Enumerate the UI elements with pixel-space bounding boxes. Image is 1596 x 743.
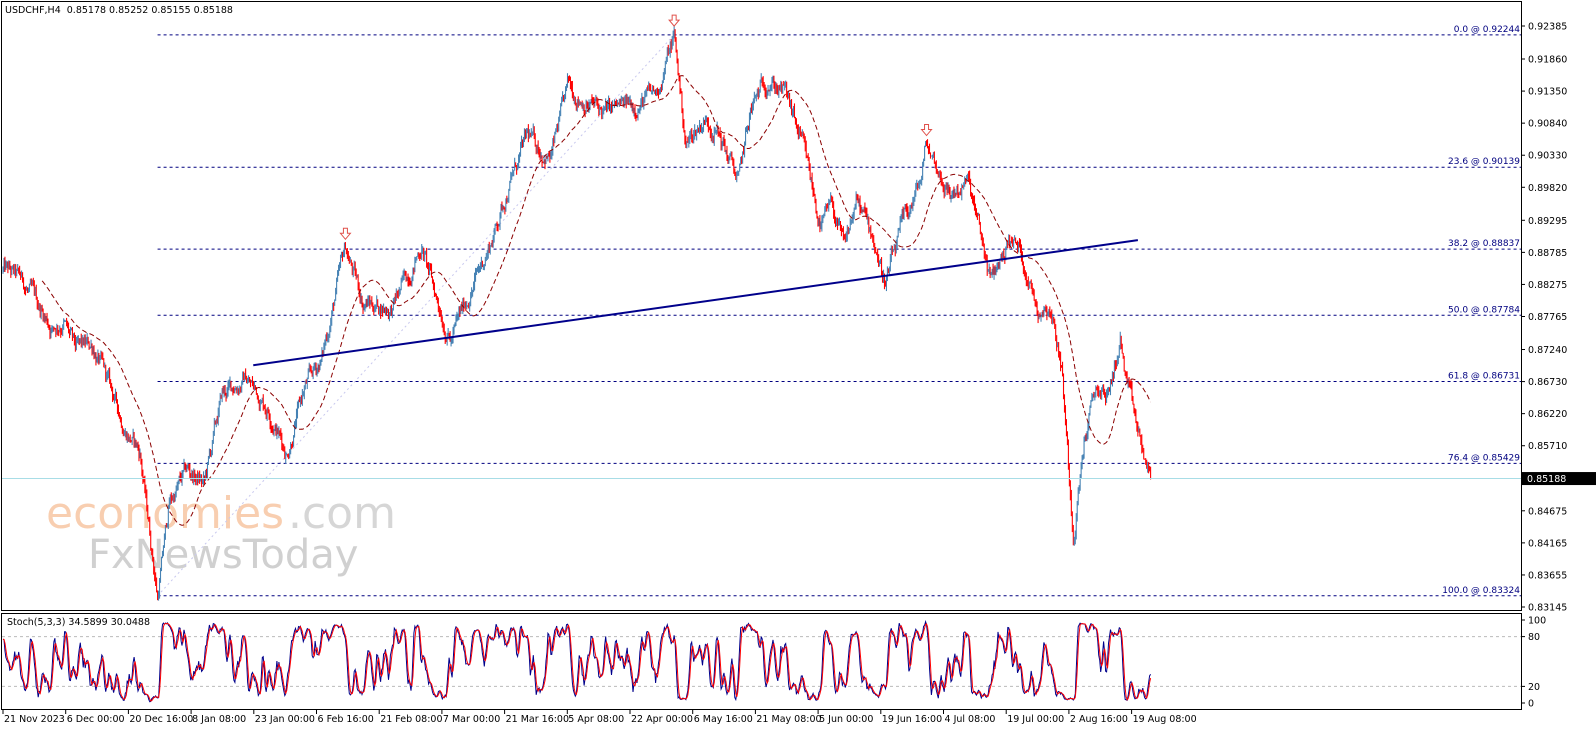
price-axis[interactable]: 0.92385 0.91860 0.91350 0.90840 0.90330 0.898… bbox=[1521, 22, 1567, 614]
stoch-tick-label: 0 bbox=[1528, 699, 1534, 710]
price-tick-label: 0.87765 bbox=[1528, 312, 1567, 323]
time-tick-label: 21 Mar 16:00 bbox=[506, 714, 569, 725]
chart-symbol-label: USDCHF,H4 0.85178 0.85252 0.85155 0.85188 bbox=[5, 5, 233, 16]
stoch-tick-label: 20 bbox=[1528, 682, 1540, 693]
fib-level-label: 0.0 @ 0.92244 bbox=[1454, 25, 1521, 35]
time-tick-label: 5 Jun 00:00 bbox=[819, 714, 873, 725]
price-tick-label: 0.87240 bbox=[1528, 345, 1567, 356]
fib-level-label: 23.6 @ 0.90139 bbox=[1448, 157, 1520, 167]
price-tick-label: 0.89820 bbox=[1528, 183, 1567, 194]
time-tick-label: 4 Jul 08:00 bbox=[945, 714, 996, 725]
price-tick-label: 0.92385 bbox=[1528, 22, 1567, 33]
price-tick-label: 0.86730 bbox=[1528, 377, 1567, 388]
price-tick-label: 0.91860 bbox=[1528, 55, 1567, 66]
stoch-tick-label: 100 bbox=[1528, 616, 1546, 627]
price-tick-label: 0.90330 bbox=[1528, 151, 1567, 162]
price-tick-label: 0.89295 bbox=[1528, 216, 1567, 227]
time-axis[interactable]: 21 Nov 2023 6 Dec 00:00 20 Dec 16:008 Jan … bbox=[2, 710, 1197, 725]
current-price-box bbox=[1522, 472, 1596, 486]
down-arrow-icon bbox=[920, 124, 933, 137]
symbol: USDCHF,H4 bbox=[5, 5, 61, 16]
fractal-markers bbox=[339, 14, 933, 241]
time-tick-label: 7 Mar 00:00 bbox=[443, 714, 500, 725]
fib-level-label: 76.4 @ 0.85429 bbox=[1448, 453, 1520, 463]
time-tick-label: 5 Apr 08:00 bbox=[568, 714, 624, 725]
time-tick-label: 19 Jul 00:00 bbox=[1007, 714, 1064, 725]
price-pane-border bbox=[1, 1, 1522, 611]
time-tick-label: 20 Dec 16:00 bbox=[129, 714, 193, 725]
down-arrow-icon bbox=[339, 227, 352, 241]
watermark-fxnewstoday: FxNewsToday bbox=[88, 532, 358, 578]
price-tick-label: 0.84165 bbox=[1528, 538, 1567, 549]
price-tick-label: 0.91350 bbox=[1528, 87, 1567, 98]
down-arrow-icon bbox=[668, 14, 681, 27]
stoch-label: Stoch(5,3,3) 34.5899 30.0488 bbox=[7, 617, 150, 628]
ohlc-values: 0.85178 0.85252 0.85155 0.85188 bbox=[67, 5, 233, 16]
price-tick-label: 0.88275 bbox=[1528, 280, 1567, 291]
trendline[interactable] bbox=[253, 239, 1139, 367]
time-tick-label: 6 May 16:00 bbox=[694, 714, 753, 725]
time-tick-label: 19 Jun 16:00 bbox=[882, 714, 942, 725]
stoch-tick-label: 80 bbox=[1528, 632, 1540, 643]
price-tick-label: 0.84675 bbox=[1528, 506, 1567, 517]
price-tick-label: 0.83655 bbox=[1528, 570, 1567, 581]
price-tick-label: 0.88785 bbox=[1528, 248, 1567, 259]
stoch-axis: 100 80 20 0 bbox=[1521, 616, 1546, 710]
time-tick-label: 21 Nov 2023 bbox=[4, 714, 65, 725]
trendline-group[interactable] bbox=[253, 239, 1139, 367]
watermark-com: .com bbox=[288, 488, 396, 539]
fib-level-label: 61.8 @ 0.86731 bbox=[1448, 372, 1520, 382]
moving-average-line bbox=[41, 75, 1152, 526]
stochastic-lines bbox=[2, 619, 1152, 703]
fib-level-label: 38.2 @ 0.88837 bbox=[1448, 239, 1520, 249]
stoch-signal-line bbox=[2, 622, 1152, 702]
price-tick-label: 0.86220 bbox=[1528, 409, 1567, 420]
time-tick-label: 6 Dec 00:00 bbox=[67, 714, 125, 725]
fib-level-label: 50.0 @ 0.87784 bbox=[1448, 305, 1520, 315]
time-tick-label: 2 Aug 16:00 bbox=[1070, 714, 1128, 725]
stoch-pane-border bbox=[1, 613, 1522, 710]
time-tick-label: 6 Feb 16:00 bbox=[318, 714, 374, 725]
time-tick-label: 22 Apr 00:00 bbox=[631, 714, 693, 725]
watermark: economies .com FxNewsToday bbox=[46, 488, 396, 578]
stoch-level-lines bbox=[2, 636, 1521, 687]
candlesticks bbox=[2, 26, 1152, 601]
time-tick-label: 8 Jan 08:00 bbox=[192, 714, 246, 725]
price-tick-label: 0.83145 bbox=[1528, 603, 1567, 614]
fibonacci-retracement[interactable]: 0.0 @ 0.92244 23.6 @ 0.90139 38.2 @ 0.8883… bbox=[157, 25, 1521, 597]
time-tick-label: 23 Jan 00:00 bbox=[255, 714, 315, 725]
stoch-main-line bbox=[2, 619, 1152, 703]
price-tick-label: 0.90840 bbox=[1528, 119, 1567, 130]
price-tick-label: 0.85710 bbox=[1528, 441, 1567, 452]
moving-average bbox=[41, 75, 1152, 526]
time-tick-label: 21 May 08:00 bbox=[756, 714, 821, 725]
current-price-label: 0.85188 bbox=[1527, 474, 1566, 485]
time-tick-label: 19 Aug 08:00 bbox=[1133, 714, 1197, 725]
fib-level-label: 100.0 @ 0.83324 bbox=[1442, 586, 1520, 596]
time-tick-label: 21 Feb 08:00 bbox=[380, 714, 442, 725]
